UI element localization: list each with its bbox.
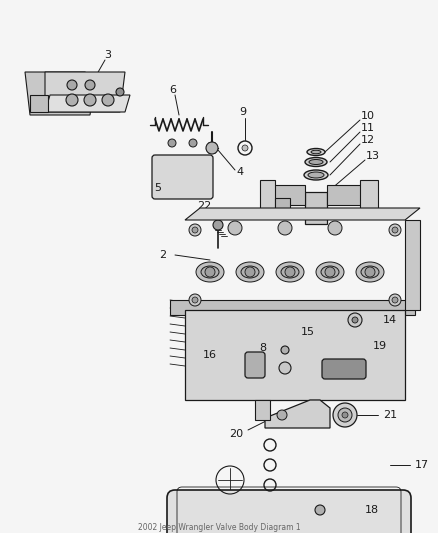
Circle shape xyxy=(365,267,375,277)
Polygon shape xyxy=(25,72,95,115)
Circle shape xyxy=(66,94,78,106)
Circle shape xyxy=(242,145,248,151)
Circle shape xyxy=(245,267,255,277)
Circle shape xyxy=(328,221,342,235)
Polygon shape xyxy=(170,300,415,315)
Text: 17: 17 xyxy=(415,460,429,470)
Circle shape xyxy=(281,346,289,354)
Ellipse shape xyxy=(305,157,327,166)
Ellipse shape xyxy=(236,262,264,282)
Ellipse shape xyxy=(321,266,339,278)
Ellipse shape xyxy=(201,266,219,278)
Circle shape xyxy=(189,224,201,236)
Text: 19: 19 xyxy=(373,341,387,351)
Ellipse shape xyxy=(356,262,384,282)
Text: 6: 6 xyxy=(170,85,177,95)
Circle shape xyxy=(189,294,201,306)
Polygon shape xyxy=(45,95,130,112)
Polygon shape xyxy=(270,185,305,205)
FancyBboxPatch shape xyxy=(152,155,213,199)
Circle shape xyxy=(325,267,335,277)
Circle shape xyxy=(85,80,95,90)
Circle shape xyxy=(228,221,242,235)
Circle shape xyxy=(352,317,358,323)
Text: 11: 11 xyxy=(361,123,375,133)
Circle shape xyxy=(206,142,218,154)
Text: 22: 22 xyxy=(197,201,211,211)
Circle shape xyxy=(389,294,401,306)
Polygon shape xyxy=(30,95,48,112)
Polygon shape xyxy=(360,180,378,210)
Polygon shape xyxy=(405,220,420,310)
Ellipse shape xyxy=(196,262,224,282)
Circle shape xyxy=(213,220,223,230)
Text: 8: 8 xyxy=(259,343,267,353)
Circle shape xyxy=(278,221,292,235)
Circle shape xyxy=(315,505,325,515)
FancyBboxPatch shape xyxy=(167,490,411,533)
Polygon shape xyxy=(45,72,125,112)
Ellipse shape xyxy=(308,172,324,178)
Polygon shape xyxy=(327,185,365,205)
Ellipse shape xyxy=(316,262,344,282)
Circle shape xyxy=(338,408,352,422)
Bar xyxy=(275,198,290,210)
Text: 20: 20 xyxy=(229,429,243,439)
Circle shape xyxy=(333,403,357,427)
Text: 15: 15 xyxy=(301,327,315,337)
Ellipse shape xyxy=(281,266,299,278)
Circle shape xyxy=(342,412,348,418)
Text: 10: 10 xyxy=(361,111,375,121)
Ellipse shape xyxy=(309,159,323,165)
Circle shape xyxy=(392,227,398,233)
Text: 2: 2 xyxy=(159,250,166,260)
Ellipse shape xyxy=(304,170,328,180)
Text: 4: 4 xyxy=(237,167,244,177)
Text: 13: 13 xyxy=(366,151,380,161)
Circle shape xyxy=(102,94,114,106)
Polygon shape xyxy=(255,400,270,420)
Circle shape xyxy=(348,313,362,327)
Circle shape xyxy=(116,88,124,96)
Ellipse shape xyxy=(361,266,379,278)
Text: 2002 Jeep Wrangler Valve Body Diagram 1: 2002 Jeep Wrangler Valve Body Diagram 1 xyxy=(138,522,300,531)
Circle shape xyxy=(192,297,198,303)
Text: 5: 5 xyxy=(155,183,162,193)
Ellipse shape xyxy=(307,149,325,156)
FancyBboxPatch shape xyxy=(322,359,366,379)
Text: 18: 18 xyxy=(365,505,379,515)
Text: 12: 12 xyxy=(361,135,375,145)
Circle shape xyxy=(279,362,291,374)
FancyBboxPatch shape xyxy=(245,352,265,378)
Ellipse shape xyxy=(276,262,304,282)
Text: 9: 9 xyxy=(240,107,247,117)
Text: 16: 16 xyxy=(203,350,217,360)
Text: 21: 21 xyxy=(383,410,397,420)
Bar xyxy=(305,192,327,224)
Circle shape xyxy=(205,267,215,277)
Circle shape xyxy=(84,94,96,106)
Circle shape xyxy=(389,224,401,236)
Bar xyxy=(185,310,405,400)
Circle shape xyxy=(277,410,287,420)
Polygon shape xyxy=(260,180,275,210)
Ellipse shape xyxy=(311,150,321,154)
Circle shape xyxy=(168,139,176,147)
Circle shape xyxy=(285,267,295,277)
Circle shape xyxy=(392,297,398,303)
Text: 14: 14 xyxy=(383,315,397,325)
Circle shape xyxy=(189,139,197,147)
Circle shape xyxy=(67,80,77,90)
Text: 3: 3 xyxy=(105,50,112,60)
Polygon shape xyxy=(185,208,420,220)
Circle shape xyxy=(192,227,198,233)
Polygon shape xyxy=(265,400,330,428)
Ellipse shape xyxy=(241,266,259,278)
